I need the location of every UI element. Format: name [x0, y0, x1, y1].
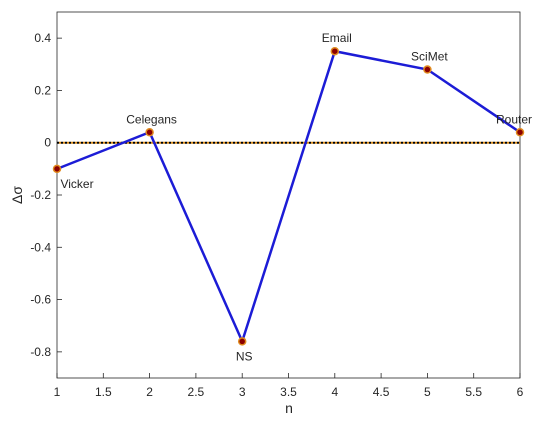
y-tick-label: 0 — [44, 136, 51, 150]
x-tick-label: 4 — [331, 385, 338, 399]
point-label: Email — [322, 31, 352, 45]
y-tick-label: -0.8 — [30, 345, 51, 359]
x-tick-label: 5.5 — [465, 385, 482, 399]
x-tick-label: 2.5 — [188, 385, 205, 399]
point-label: NS — [236, 349, 253, 363]
marker — [330, 46, 340, 56]
point-label: Router — [496, 112, 532, 126]
x-tick-label: 5 — [424, 385, 431, 399]
marker — [515, 128, 525, 137]
x-tick-label: 2 — [146, 385, 153, 399]
x-axis-label: n — [285, 400, 293, 416]
marker — [423, 65, 432, 74]
x-tick-label: 1 — [54, 385, 61, 399]
y-tick-label: -0.2 — [30, 188, 51, 202]
x-tick-label: 3 — [239, 385, 246, 399]
y-axis-label: Δσ — [9, 186, 25, 204]
x-tick-label: 6 — [517, 385, 524, 399]
y-tick-label: 0.2 — [34, 83, 51, 97]
marker — [237, 337, 247, 346]
y-tick-label: -0.6 — [30, 293, 51, 307]
point-label: SciMet — [411, 50, 448, 64]
line — [56, 49, 521, 345]
y-tick-label: -0.4 — [30, 240, 51, 254]
y-tick-label: 0.4 — [34, 31, 51, 45]
point-label: Celegans — [126, 112, 177, 126]
point-label: Vicker — [60, 177, 93, 191]
x-tick-label: 3.5 — [280, 385, 297, 399]
marker — [52, 164, 62, 174]
marker — [145, 128, 154, 137]
x-tick-label: 1.5 — [95, 385, 112, 399]
x-tick-label: 4.5 — [373, 385, 390, 399]
